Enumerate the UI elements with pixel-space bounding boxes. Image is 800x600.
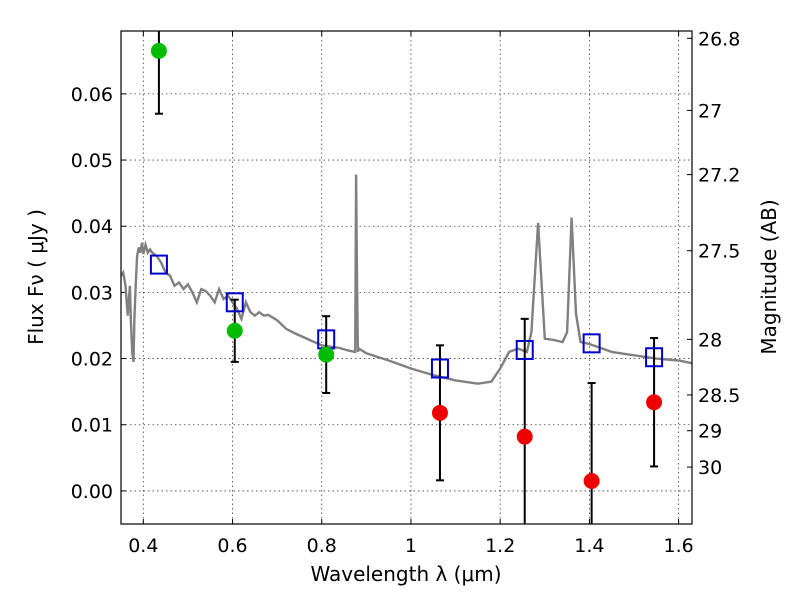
x-tick-label: 1 [405, 535, 417, 557]
y-tick-label: 0.01 [71, 415, 113, 437]
model-photometry-square [582, 333, 601, 354]
magnitude-tick-label: 30 [698, 457, 722, 479]
model-photometry-square [149, 254, 168, 275]
model-photometry-square [645, 347, 664, 368]
non-detection-point [516, 428, 533, 445]
model-photometry-square [225, 292, 244, 313]
x-tick-label: 0.6 [217, 535, 247, 557]
magnitude-ticks: 26.8 27 27.2 27.5 28 28.5 29 30 [687, 28, 740, 479]
magnitude-tick-label: 28.5 [698, 385, 740, 407]
non-detection-point [646, 394, 663, 411]
y-tick-label: 0.05 [71, 150, 113, 172]
model-photometry-square [515, 339, 534, 360]
x-tick-label: 0.8 [307, 535, 337, 557]
magnitude-tick-label: 26.8 [698, 28, 740, 50]
magnitude-tick-label: 28 [698, 329, 722, 351]
magnitude-tick-label: 27 [698, 100, 722, 122]
grid-lines [121, 31, 692, 524]
model-photometry-square [430, 358, 449, 379]
right-axis-label: Magnitude (AB) [757, 199, 781, 354]
detection-point [226, 322, 243, 339]
y-tick-label: 0.00 [71, 481, 113, 503]
non-detection-point [431, 404, 448, 421]
y-axis-label: Flux Fν ( μJy ) [24, 209, 48, 345]
y-tick-label: 0.02 [71, 349, 113, 371]
y-ticks: 0.00 0.01 0.02 0.03 0.04 0.05 0.06 [71, 84, 126, 503]
magnitude-tick-label: 27.5 [698, 241, 740, 263]
plot-frame [120, 30, 693, 525]
non-detection-point [583, 472, 600, 489]
plot-marks [121, 31, 692, 524]
y-tick-label: 0.03 [71, 282, 113, 304]
magnitude-tick-label: 29 [698, 421, 722, 443]
y-tick-label: 0.04 [71, 216, 113, 238]
x-ticks: 0.4 0.6 0.8 1 1.2 1.4 1.6 [128, 31, 694, 557]
magnitude-tick-label: 27.2 [698, 165, 740, 187]
x-tick-label: 0.4 [128, 535, 158, 557]
x-tick-label: 1.6 [664, 535, 694, 557]
y-tick-label: 0.06 [71, 84, 113, 106]
x-tick-label: 1.4 [574, 535, 604, 557]
model-sed-curve [121, 174, 692, 385]
x-tick-label: 1.2 [485, 535, 515, 557]
detection-point [150, 42, 167, 59]
detection-point [318, 346, 335, 363]
x-axis-label: Wavelength λ (μm) [310, 562, 501, 586]
